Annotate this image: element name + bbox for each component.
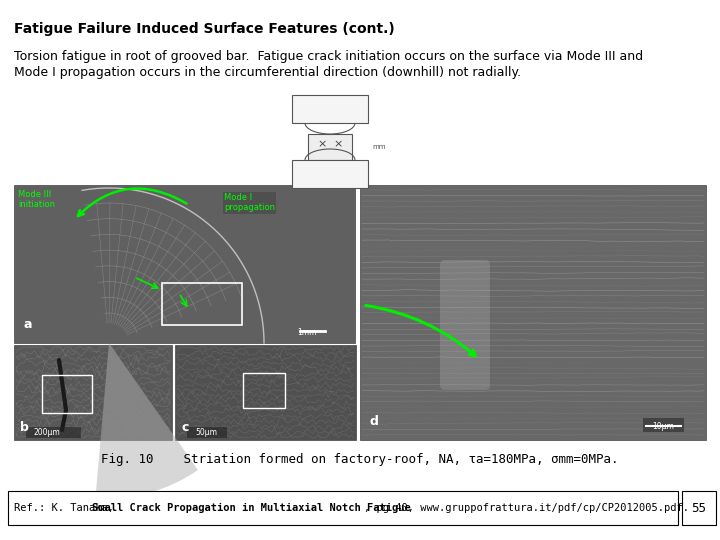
Text: Torsion fatigue in root of grooved bar.  Fatigue crack initiation occurs on the : Torsion fatigue in root of grooved bar. … (14, 50, 643, 63)
Bar (292, 160, 368, 188)
Text: , pg 40, www.gruppofrattura.it/pdf/cp/CP2012005.pdf.: , pg 40, www.gruppofrattura.it/pdf/cp/CP… (364, 503, 689, 513)
Text: 10μm: 10μm (652, 422, 675, 431)
Text: Fig. 10    Striation formed on factory-roof, NA, τa=180MPa, σmm=0MPa.: Fig. 10 Striation formed on factory-roof… (102, 453, 618, 466)
Bar (243, 373, 285, 408)
Text: c: c (181, 421, 189, 434)
Text: Mode I propagation occurs in the circumferential direction (downhill) not radial: Mode I propagation occurs in the circumf… (14, 66, 521, 79)
Text: Mode III
initiation: Mode III initiation (18, 190, 55, 210)
Text: ×: × (333, 139, 343, 149)
Bar (162, 283, 242, 325)
Bar (187, 427, 227, 438)
Text: 50μm: 50μm (195, 428, 217, 437)
Text: 200μm: 200μm (34, 428, 60, 437)
Bar (42, 375, 92, 413)
Text: ×: × (318, 139, 327, 149)
Bar (8, 491, 678, 525)
Text: a: a (24, 318, 32, 331)
Text: mm: mm (372, 144, 385, 150)
Bar (26, 427, 81, 438)
Bar (14, 185, 355, 343)
Text: b: b (20, 421, 29, 434)
Text: Mode I
propagation: Mode I propagation (224, 193, 275, 212)
Wedge shape (96, 343, 198, 498)
Bar (175, 345, 356, 440)
Text: d: d (370, 415, 379, 428)
Bar (308, 134, 352, 160)
Text: 1mm: 1mm (297, 328, 317, 337)
FancyBboxPatch shape (440, 260, 490, 390)
Text: 55: 55 (691, 502, 706, 515)
Bar (14, 345, 172, 440)
Bar (643, 418, 684, 432)
Text: Fatigue Failure Induced Surface Features (cont.): Fatigue Failure Induced Surface Features… (14, 22, 395, 36)
Bar (292, 95, 368, 123)
Text: Ref.: K. Tanaka,: Ref.: K. Tanaka, (14, 503, 127, 513)
Bar (682, 491, 716, 525)
Bar (360, 185, 706, 440)
Text: Small Crack Propagation in Multiaxial Notch Fatigue: Small Crack Propagation in Multiaxial No… (92, 503, 410, 513)
